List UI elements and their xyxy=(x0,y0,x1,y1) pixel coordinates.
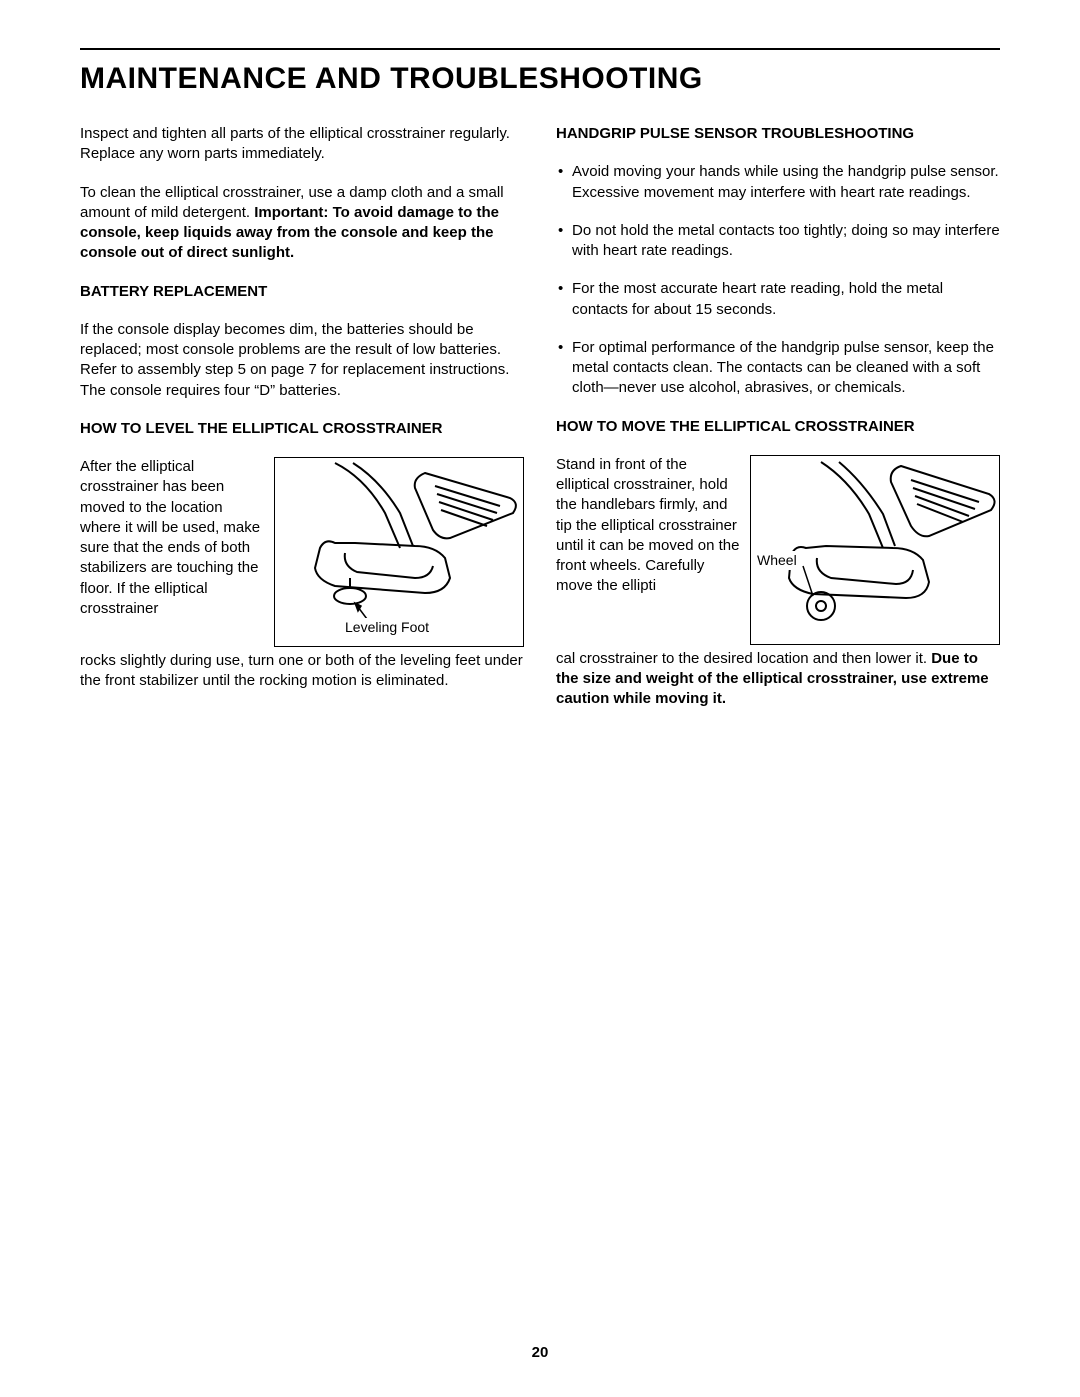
level-wrap-text: After the elliptical crosstrainer has be… xyxy=(80,458,260,617)
left-column: Inspect and tighten all parts of the ell… xyxy=(80,124,524,728)
pulse-bullet-list: Avoid moving your hands while using the … xyxy=(556,162,1000,398)
move-heading: HOW TO MOVE THE ELLIPTICAL CROSSTRAINER xyxy=(556,417,1000,437)
wheel-label: Wheel xyxy=(757,551,797,570)
move-rest-a: cal crosstrainer to the desired location… xyxy=(556,650,931,667)
right-column: HANDGRIP PULSE SENSOR TROUBLESHOOTING Av… xyxy=(556,124,1000,728)
intro-paragraph-2: To clean the elliptical crosstrainer, us… xyxy=(80,183,524,264)
pulse-bullet-4: For optimal performance of the handgrip … xyxy=(556,338,1000,399)
battery-heading: BATTERY REPLACEMENT xyxy=(80,282,524,302)
wheel-figure: Wheel xyxy=(750,455,1000,645)
leveling-foot-figure: Leveling Foot xyxy=(274,457,524,647)
page-title: MAINTENANCE AND TROUBLESHOOTING xyxy=(80,62,1000,96)
level-rest-text: rocks slightly during use, turn one or b… xyxy=(80,651,524,692)
pulse-bullet-3: For the most accurate heart rate reading… xyxy=(556,279,1000,320)
battery-body: If the console display becomes dim, the … xyxy=(80,320,524,401)
page-number: 20 xyxy=(0,1344,1080,1361)
move-wrap-block: Wheel Stand in front of the elliptical c… xyxy=(556,455,1000,645)
move-wrap-text: Stand in front of the elliptical crosstr… xyxy=(556,456,739,595)
level-heading: HOW TO LEVEL THE ELLIPTICAL CROSSTRAINER xyxy=(80,419,524,439)
move-rest: cal crosstrainer to the desired location… xyxy=(556,649,1000,710)
top-rule xyxy=(80,48,1000,50)
level-wrap-block: Leveling Foot After the elliptical cross… xyxy=(80,457,524,647)
pulse-bullet-2: Do not hold the metal contacts too tight… xyxy=(556,221,1000,262)
leveling-foot-label: Leveling Foot xyxy=(345,618,429,637)
two-column-layout: Inspect and tighten all parts of the ell… xyxy=(80,124,1000,728)
pulse-bullet-1: Avoid moving your hands while using the … xyxy=(556,162,1000,203)
pulse-heading: HANDGRIP PULSE SENSOR TROUBLESHOOTING xyxy=(556,124,1000,144)
intro-paragraph-1: Inspect and tighten all parts of the ell… xyxy=(80,124,524,165)
